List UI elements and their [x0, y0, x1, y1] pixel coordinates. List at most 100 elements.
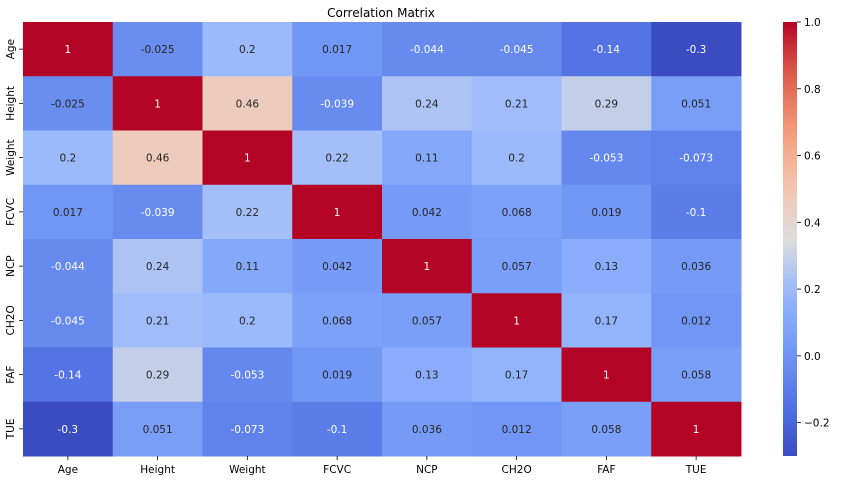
cell-value-label: 0.017	[53, 207, 83, 219]
x-tick-label: Age	[58, 464, 78, 476]
cell-value-label: 0.21	[505, 98, 528, 110]
heatmap-cell	[382, 293, 473, 348]
heatmap-cell	[382, 347, 473, 403]
cell-value-label: 0.036	[681, 261, 711, 273]
cell-value-label: -0.14	[593, 44, 620, 56]
heatmap-cell	[112, 401, 203, 457]
heatmap-cell	[202, 76, 293, 131]
cell-value-label: -0.053	[230, 370, 264, 382]
heatmap-cell	[382, 184, 473, 240]
cell-value-label: 0.068	[322, 315, 352, 327]
cell-value-label: -0.039	[320, 98, 354, 110]
heatmap-cell	[651, 22, 742, 77]
cell-value-label: 1	[603, 370, 610, 382]
x-tick-label: FAF	[597, 464, 615, 476]
heatmap-cell	[23, 293, 114, 348]
cell-value-label: 0.057	[412, 315, 442, 327]
cell-value-label: 0.46	[146, 153, 170, 165]
cell-value-label: 0.058	[681, 370, 711, 382]
heatmap-cell	[112, 76, 203, 131]
heatmap-cell	[292, 347, 383, 403]
cell-value-label: -0.1	[327, 424, 348, 436]
x-tick-label: FCVC	[323, 464, 351, 476]
heatmap-cell	[651, 401, 742, 457]
heatmap-cell	[292, 184, 383, 240]
heatmap-cell	[23, 130, 114, 186]
cell-value-label: 0.2	[508, 153, 525, 165]
cell-value-label: -0.3	[686, 44, 707, 56]
cell-value-label: 1	[424, 261, 431, 273]
heatmap-cell	[471, 130, 562, 186]
cell-value-label: 0.17	[595, 315, 618, 327]
cell-value-label: 0.017	[322, 44, 352, 56]
cell-value-label: 0.057	[502, 261, 532, 273]
heatmap-cell	[471, 22, 562, 77]
cell-value-label: 0.22	[325, 153, 348, 165]
cell-value-label: 0.13	[595, 261, 618, 273]
heatmap-cell	[651, 347, 742, 403]
cell-value-label: -0.053	[589, 153, 623, 165]
y-axis: Age Height Weight FCVC NCP CH2O FAF TUE	[5, 39, 23, 440]
heatmap-cell	[292, 293, 383, 348]
cell-value-label: 0.042	[412, 207, 442, 219]
cell-value-label: 0.012	[502, 424, 532, 436]
cell-value-label: -0.025	[51, 98, 85, 110]
heatmap-cell	[561, 401, 652, 457]
colorbar-tick-label: 0.2	[804, 284, 821, 296]
heatmap-cell	[112, 347, 203, 403]
colorbar-tick-label: 0.6	[804, 151, 821, 163]
cell-value-label: 1	[244, 153, 251, 165]
heatmap-cell	[471, 184, 562, 240]
y-tick-label: FCVC	[5, 198, 17, 226]
heatmap-cell	[292, 22, 383, 77]
cell-value-label: 0.13	[415, 370, 438, 382]
cell-value-label: 1	[693, 424, 700, 436]
cell-value-label: -0.073	[679, 153, 713, 165]
x-tick-label: CH2O	[502, 464, 532, 476]
cell-value-label: -0.045	[51, 315, 85, 327]
heatmap-cell	[292, 401, 383, 457]
cell-value-label: 0.2	[239, 315, 256, 327]
cell-value-label: -0.044	[410, 44, 444, 56]
heatmap-cell	[471, 401, 562, 457]
y-tick-label: Age	[5, 39, 17, 59]
heatmap-cell	[23, 239, 114, 294]
heatmap-cell	[23, 22, 114, 77]
heatmap-cell	[202, 239, 293, 294]
cell-value-label: -0.044	[51, 261, 85, 273]
heatmap-cell	[471, 347, 562, 403]
colorbar-tick-label: 0.0	[804, 351, 821, 363]
heatmap-cell	[382, 130, 473, 186]
cell-value-label: 0.012	[681, 315, 711, 327]
heatmap-cell	[382, 22, 473, 77]
cell-value-label: 0.2	[239, 44, 256, 56]
heatmap-cell	[651, 76, 742, 131]
cell-value-label: 0.24	[146, 261, 170, 273]
cell-value-label: 0.29	[146, 370, 169, 382]
y-tick-label: TUE	[5, 419, 17, 441]
x-tick-label: Height	[140, 464, 175, 476]
heatmap-cell	[651, 239, 742, 294]
cell-value-label: -0.1	[686, 207, 707, 219]
cell-value-label: 0.11	[415, 153, 438, 165]
heatmap-cell	[561, 76, 652, 131]
colorbar-tick-label: 0.4	[804, 217, 821, 229]
cell-value-label: 0.29	[595, 98, 618, 110]
heatmap-cell	[561, 347, 652, 403]
cell-value-label: 0.042	[322, 261, 352, 273]
cell-value-label: 0.058	[591, 424, 621, 436]
y-tick-label: Height	[5, 86, 17, 121]
heatmap-cell	[561, 130, 652, 186]
chart-title: Correlation Matrix	[327, 6, 435, 20]
cell-value-label: 0.051	[143, 424, 173, 436]
heatmap-cell	[382, 401, 473, 457]
y-tick-label: Weight	[5, 139, 17, 176]
cell-value-label: -0.073	[230, 424, 264, 436]
y-tick-label: FAF	[5, 365, 17, 383]
y-tick-label: CH2O	[5, 305, 17, 335]
cell-value-label: -0.3	[58, 424, 79, 436]
cell-value-label: 0.019	[591, 207, 621, 219]
x-tick-label: NCP	[416, 464, 438, 476]
cell-value-label: 1	[154, 98, 161, 110]
